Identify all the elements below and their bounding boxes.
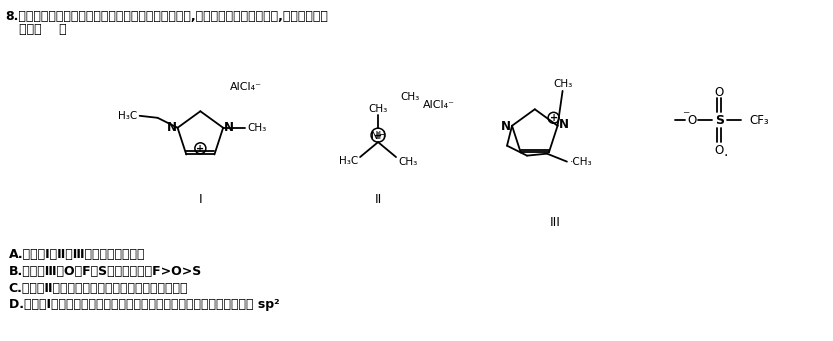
Text: ·CH₃: ·CH₃	[570, 157, 592, 167]
Text: I: I	[198, 193, 202, 206]
Text: 的是（    ）: 的是（ ）	[6, 23, 67, 35]
Text: +: +	[374, 131, 382, 140]
Text: +: +	[550, 113, 557, 123]
Text: ⁻: ⁻	[682, 109, 689, 123]
Text: O: O	[715, 144, 724, 157]
Text: A.化合物Ⅰ、Ⅱ、Ⅲ的熔点低、难挥发: A.化合物Ⅰ、Ⅱ、Ⅲ的熔点低、难挥发	[8, 248, 145, 261]
Text: S: S	[715, 114, 724, 127]
Text: III: III	[549, 216, 561, 229]
Text: II: II	[375, 193, 382, 206]
Text: B.化合物Ⅲ中O、F、S电负性顺序：F>O>S: B.化合物Ⅲ中O、F、S电负性顺序：F>O>S	[8, 265, 202, 278]
Text: CH₃: CH₃	[368, 104, 387, 114]
Text: N: N	[501, 120, 511, 133]
Text: N: N	[224, 121, 234, 134]
Text: .: .	[724, 145, 728, 159]
Text: CH₃: CH₃	[398, 157, 417, 167]
Text: AlCl₄⁻: AlCl₄⁻	[230, 82, 262, 92]
Text: +: +	[197, 144, 204, 154]
Text: 8.下一代储能铝离子电池一般采用离子液体作为电解质,几种离子液体的结构如下,下列说法错误: 8.下一代储能铝离子电池一般采用离子液体作为电解质,几种离子液体的结构如下,下列…	[6, 10, 328, 23]
Text: H₃C: H₃C	[118, 111, 137, 121]
Text: AlCl₄⁻: AlCl₄⁻	[423, 100, 455, 110]
Text: CH₃: CH₃	[400, 92, 419, 102]
Text: C.化合物Ⅱ中阴、阳离子的空间构型均为正四面体形: C.化合物Ⅱ中阴、阳离子的空间构型均为正四面体形	[8, 282, 188, 295]
Text: NH: NH	[371, 131, 386, 140]
Text: CH₃: CH₃	[247, 123, 267, 133]
Text: H₃C: H₃C	[339, 156, 358, 166]
Text: CF₃: CF₃	[750, 114, 769, 127]
Text: N: N	[559, 118, 569, 131]
Text: O: O	[687, 114, 696, 127]
Text: O: O	[715, 86, 724, 99]
Text: D.化合物Ⅰ中阳离子结构中环上所有原子共面，其中氮原子的杂化方式为 sp²: D.化合物Ⅰ中阳离子结构中环上所有原子共面，其中氮原子的杂化方式为 sp²	[8, 298, 279, 311]
Text: CH₃: CH₃	[553, 79, 572, 89]
Text: N: N	[167, 121, 177, 134]
